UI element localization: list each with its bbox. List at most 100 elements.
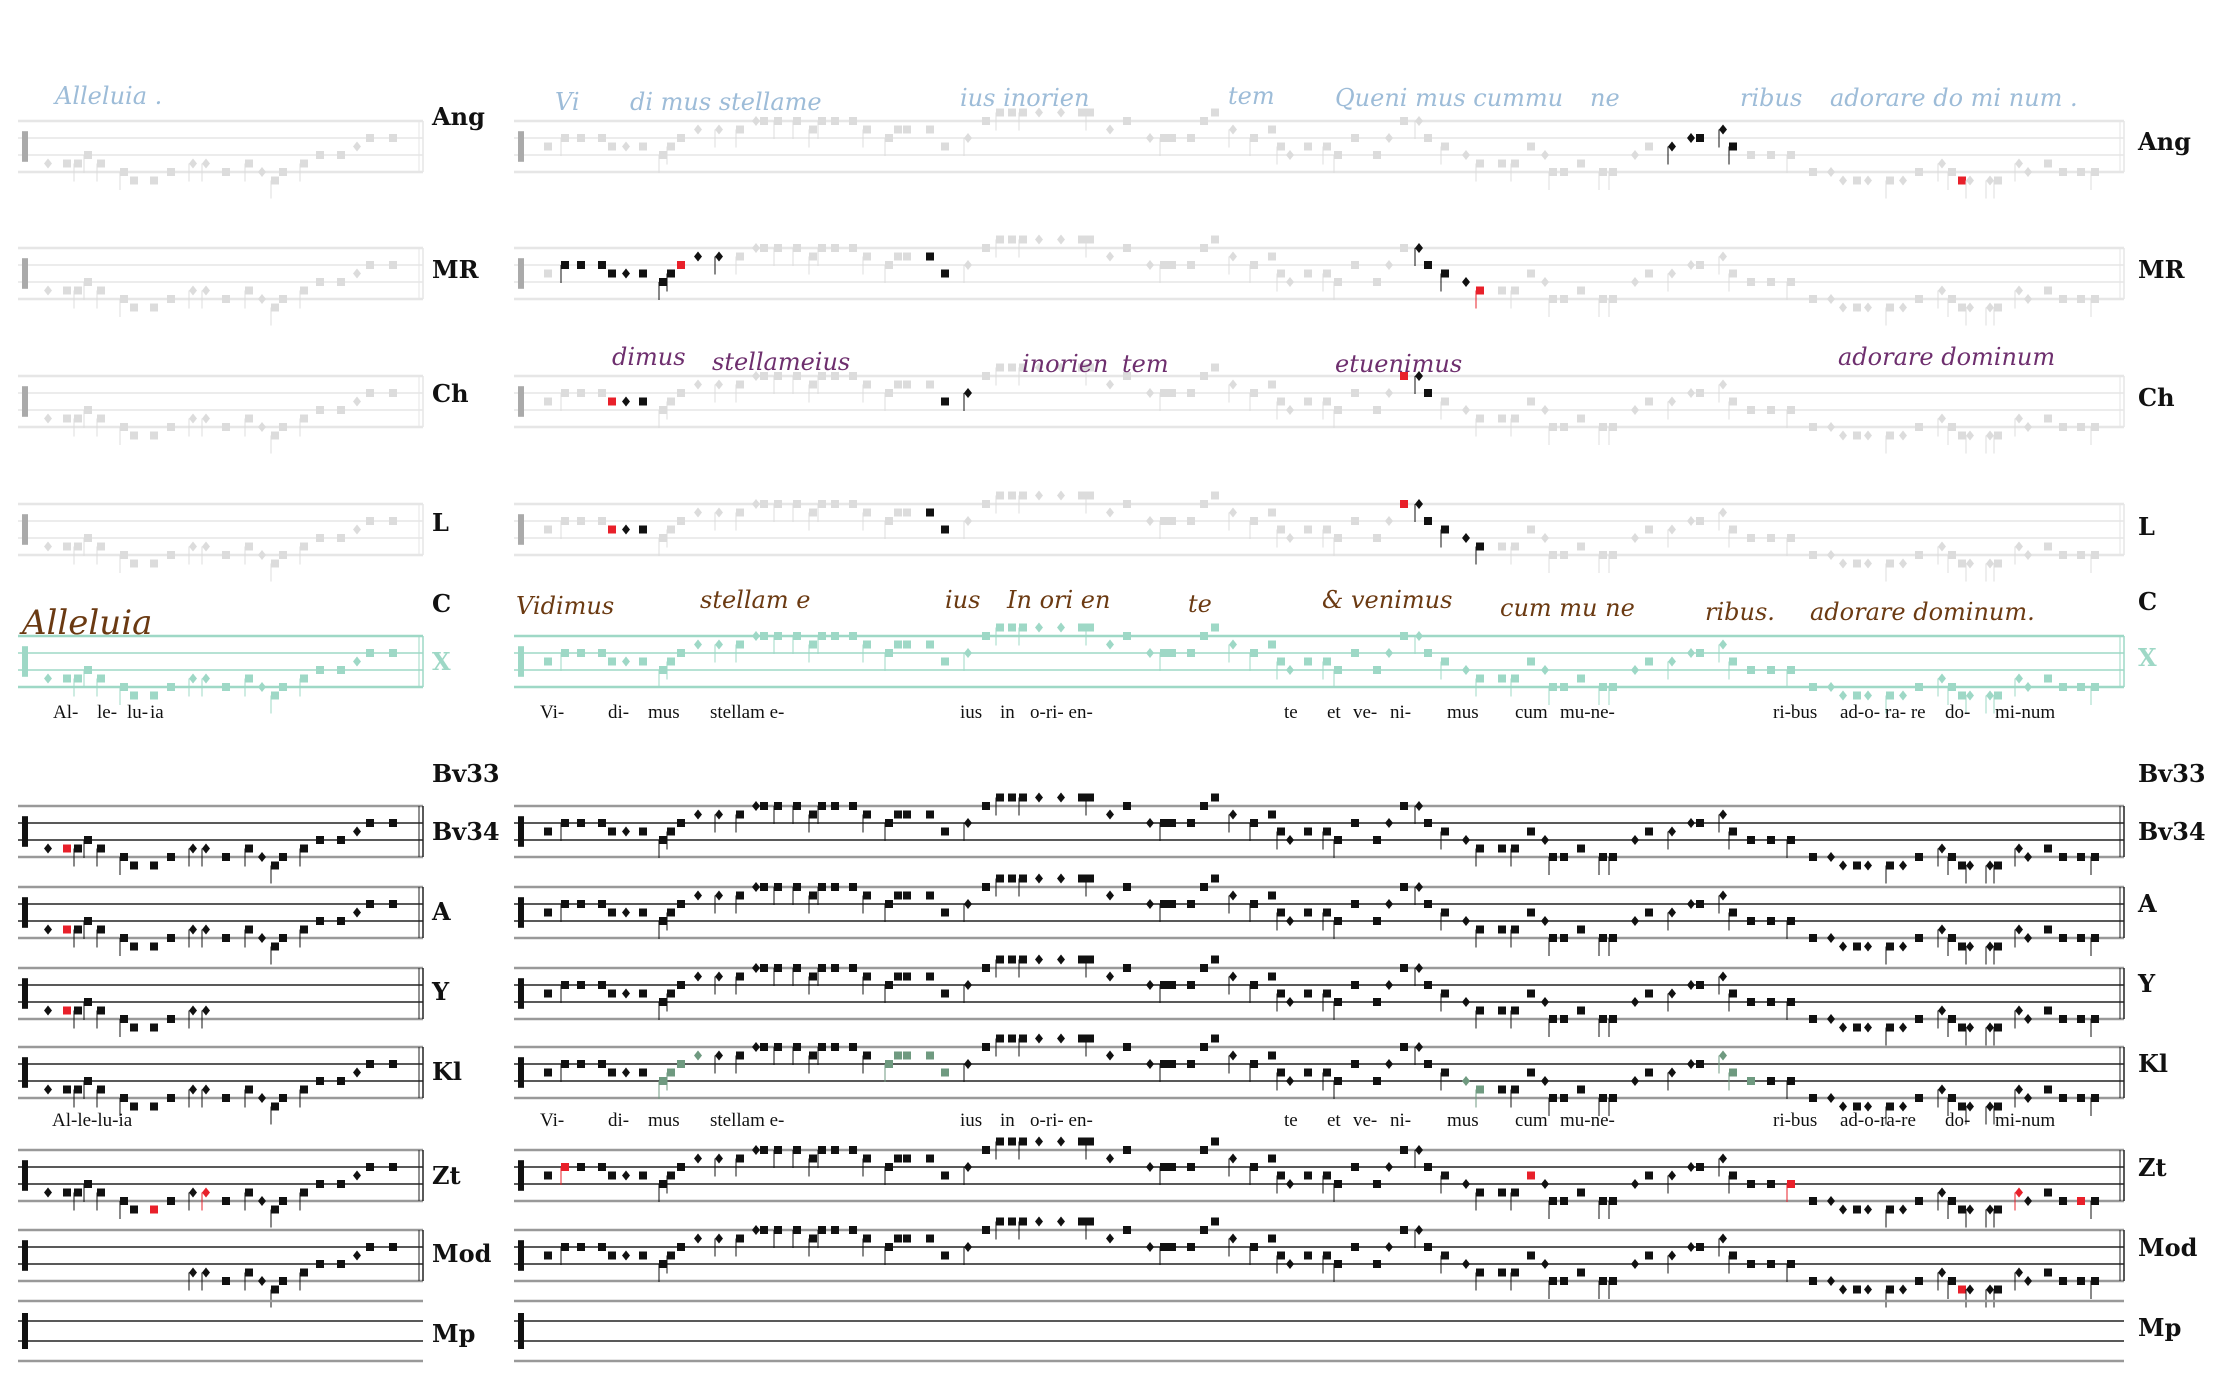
- lyric-syllable: mi-num: [1995, 1110, 2055, 1131]
- neume: [1035, 1033, 1043, 1044]
- neume: [996, 1137, 1004, 1146]
- neume: [941, 142, 949, 151]
- neume: [863, 508, 871, 517]
- neume: [1250, 981, 1258, 989]
- neume: [1853, 1285, 1861, 1294]
- source-label-bv34-left: Bv34: [432, 817, 500, 846]
- neume: [894, 640, 902, 649]
- neume: [1057, 954, 1065, 965]
- neume: [1476, 1006, 1484, 1015]
- neume: [1476, 1268, 1484, 1277]
- neume: [659, 836, 667, 844]
- neume: [337, 1077, 345, 1085]
- neume: [1609, 853, 1617, 861]
- neume: [1839, 860, 1847, 871]
- neume: [1560, 934, 1568, 942]
- neume: [715, 251, 723, 262]
- neume: [1966, 1284, 1974, 1295]
- neume: [1787, 1180, 1795, 1188]
- neume: [1476, 1188, 1484, 1197]
- neume: [1211, 1217, 1219, 1226]
- c-clef-icon: [518, 1240, 524, 1271]
- neume: [1146, 899, 1154, 909]
- neume: [1057, 873, 1065, 884]
- neume: [1631, 997, 1639, 1007]
- neume: [1966, 1022, 1974, 1033]
- neume: [577, 649, 585, 657]
- neume: [849, 372, 857, 380]
- neume: [598, 517, 606, 525]
- neume: [1086, 108, 1094, 117]
- neume: [544, 142, 552, 151]
- neume: [2044, 1188, 2052, 1197]
- neume: [544, 269, 552, 278]
- neume: [1767, 534, 1775, 542]
- neume: [1899, 1022, 1907, 1033]
- neume: [1696, 261, 1704, 269]
- neume: [97, 925, 105, 934]
- neume: [598, 1243, 606, 1251]
- neume: [736, 972, 744, 981]
- neume: [202, 1187, 210, 1198]
- neume: [366, 1060, 374, 1068]
- neume: [561, 1243, 569, 1251]
- neume: [1986, 1101, 1994, 1112]
- lyric-syllable: Al-: [53, 702, 78, 723]
- neume: [1864, 690, 1872, 701]
- neume: [1160, 819, 1168, 827]
- neume: [736, 1051, 744, 1060]
- neume: [1938, 843, 1946, 854]
- neume: [1250, 261, 1258, 269]
- neume: [1168, 649, 1176, 657]
- neume: [598, 134, 606, 142]
- neume: [1541, 405, 1549, 415]
- neume: [1899, 941, 1907, 952]
- neume: [752, 371, 760, 381]
- staff-main: [514, 954, 2125, 1046]
- neume: [1864, 1101, 1872, 1112]
- neume: [1767, 836, 1775, 844]
- neume: [982, 1043, 990, 1051]
- neume: [1645, 908, 1653, 917]
- neume: [561, 134, 569, 142]
- neume: [561, 819, 569, 827]
- neume: [793, 1226, 801, 1234]
- neume: [271, 303, 279, 312]
- neume: [150, 942, 158, 951]
- neume: [793, 632, 801, 640]
- lyric-syllable: mi-num: [1995, 702, 2055, 723]
- neume: [752, 243, 760, 253]
- neume: [1078, 1034, 1086, 1043]
- neume: [2024, 682, 2032, 692]
- neume: [1645, 1068, 1653, 1077]
- neume: [1334, 278, 1342, 286]
- neume: [1915, 1094, 1923, 1102]
- neume: [1853, 1023, 1861, 1032]
- neume: [1078, 235, 1086, 244]
- neume: [809, 1234, 817, 1243]
- neume: [1958, 1205, 1966, 1214]
- neume: [1160, 1060, 1168, 1068]
- neume: [1609, 1015, 1617, 1023]
- neume: [1400, 632, 1408, 640]
- neume: [1268, 891, 1276, 900]
- neume: [1146, 1242, 1154, 1252]
- neume: [885, 1243, 893, 1251]
- source-label-zt-left: Zt: [432, 1161, 461, 1190]
- source-label-y-left: Y: [431, 977, 450, 1006]
- neume: [1886, 176, 1894, 185]
- ms-c-1: Vidimus: [516, 592, 614, 620]
- staff-row-a: [18, 873, 2125, 965]
- lyric-syllable: ia: [150, 702, 164, 723]
- neume: [1304, 989, 1312, 998]
- neume: [760, 117, 768, 125]
- neume: [1599, 934, 1607, 942]
- lyric-syllable: mu-ne-: [1560, 702, 1615, 723]
- lyric-syllable: mu-ne-: [1560, 1110, 1615, 1131]
- neume: [1549, 1277, 1557, 1285]
- neume: [793, 500, 801, 508]
- neume: [1057, 234, 1065, 245]
- lyric-syllable: cum: [1515, 1110, 1548, 1131]
- lyric-syllable: in: [1000, 702, 1015, 723]
- neume: [1915, 853, 1923, 861]
